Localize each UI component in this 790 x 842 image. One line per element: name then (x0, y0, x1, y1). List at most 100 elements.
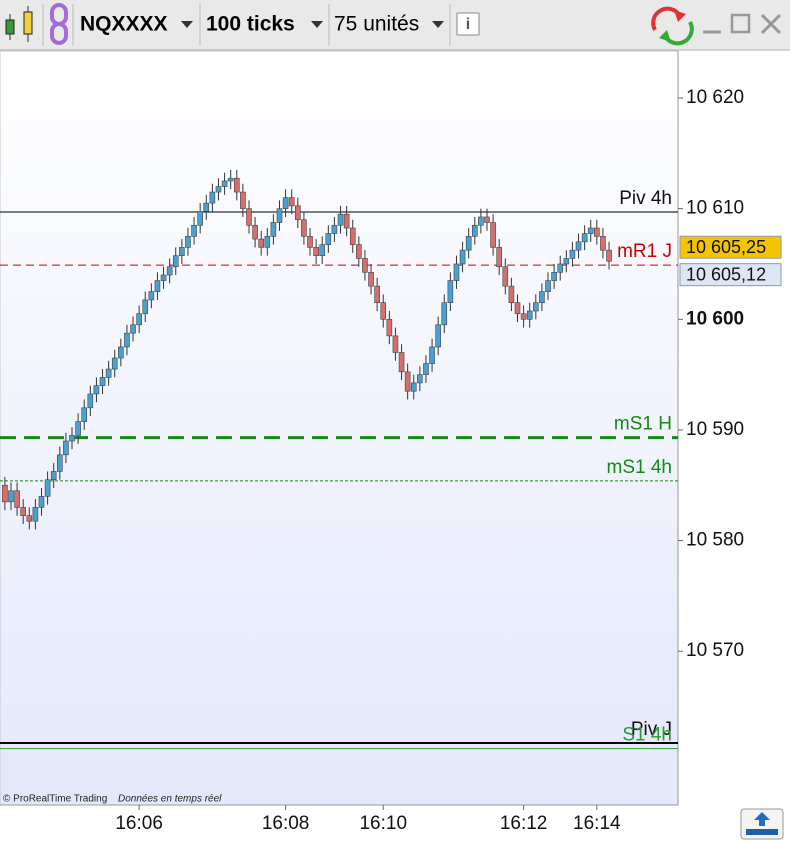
candle-body (526, 310, 533, 320)
chart-type-icon[interactable] (5, 6, 33, 42)
candle-body (307, 236, 313, 248)
candle-body (118, 346, 124, 359)
candle-body (252, 224, 258, 240)
candle-body (148, 291, 155, 301)
candle-body (93, 385, 100, 395)
candle-body (99, 377, 106, 386)
candle-body (447, 280, 454, 304)
candle-body (337, 213, 344, 226)
candle-body (301, 219, 307, 237)
candle-body (441, 302, 448, 326)
candle-body (160, 274, 167, 281)
candle-body (325, 233, 332, 245)
candle-body (185, 236, 191, 248)
candle-body (343, 213, 350, 229)
candle-body (410, 382, 417, 392)
maximize-button[interactable] (730, 13, 751, 34)
candle-body (136, 313, 142, 326)
svg-text:i: i (466, 16, 470, 33)
y-tick-label: 10 570 (686, 640, 744, 661)
level-label: Piv 4h (619, 188, 672, 209)
candle-body (362, 258, 368, 273)
candle-body (484, 216, 490, 223)
link-icon[interactable] (50, 3, 68, 45)
candle-body (398, 352, 405, 373)
copyright: © ProRealTime Trading (3, 794, 107, 805)
level-label: mS1 4h (607, 457, 672, 478)
interval[interactable]: 100 ticks (206, 13, 295, 36)
candle-body (258, 238, 264, 248)
candle-body (502, 266, 509, 287)
instrument[interactable]: NQXXXX (80, 13, 168, 36)
x-tick-label: 16:12 (500, 813, 548, 834)
candle-body (270, 222, 277, 237)
candle-body (166, 266, 173, 276)
candle-body (478, 216, 484, 226)
price-tag (679, 235, 782, 259)
status: Données en temps réel (118, 794, 222, 805)
candle-body (57, 454, 63, 472)
candle-body (533, 302, 539, 312)
plot-area (0, 50, 679, 806)
candle-body (26, 515, 33, 522)
dropdown-arrow[interactable] (311, 21, 323, 28)
candle-body (154, 280, 161, 292)
candle-body (221, 180, 228, 187)
candle-body (435, 324, 441, 348)
candle-body (142, 299, 149, 315)
info-button[interactable]: i (456, 12, 480, 36)
candle-body (349, 227, 356, 245)
candle-body (288, 197, 295, 207)
candle-body (8, 490, 14, 503)
candle-body (215, 186, 222, 193)
candle-body (356, 244, 362, 259)
candle-body (2, 484, 8, 503)
candle-body (392, 335, 399, 353)
y-tick-label: 10 580 (686, 530, 744, 551)
candle-body (490, 222, 496, 248)
candle-body (386, 318, 393, 337)
candle-body (575, 241, 582, 251)
refresh-icon[interactable] (651, 6, 694, 46)
candle-body (14, 490, 20, 508)
candle-body (374, 285, 380, 304)
candle-body (227, 177, 234, 182)
x-tick-label: 16:08 (262, 813, 310, 834)
candle-body (563, 258, 570, 265)
candle-body (44, 479, 51, 497)
y-tick-label: 10 590 (686, 419, 744, 440)
candle-body (331, 224, 338, 234)
candle-body (459, 249, 466, 265)
x-tick-label: 16:10 (359, 813, 407, 834)
candle-body (20, 507, 26, 516)
close-button[interactable] (760, 13, 782, 35)
candle-body (276, 208, 283, 223)
toolbar (0, 0, 790, 50)
candle-body (75, 421, 81, 436)
candle-body (87, 393, 94, 409)
candle-body (551, 271, 557, 281)
candle-body (557, 263, 564, 273)
dropdown-arrow[interactable] (432, 21, 444, 28)
scroll-button[interactable] (740, 808, 784, 840)
candle-body (417, 374, 423, 384)
price-tag-label: 10 605,12 (686, 264, 766, 284)
candle-body (423, 363, 429, 375)
level-label: mR1 J (617, 241, 672, 262)
candle-body (111, 357, 118, 370)
candle-body (38, 496, 45, 508)
candle-body (465, 236, 472, 251)
level-label: mS1 H (614, 414, 672, 435)
candle-body (453, 263, 460, 281)
dropdown-arrow[interactable] (181, 21, 193, 28)
x-tick-label: 16:06 (115, 813, 163, 834)
level-label: S1 4h (622, 725, 672, 746)
candle-body (594, 227, 600, 237)
units[interactable]: 75 unités (334, 13, 419, 36)
candle-body (172, 255, 179, 268)
candle-body (50, 471, 57, 481)
candle-body (508, 285, 515, 304)
candle-body (233, 177, 240, 193)
candle-body (587, 227, 594, 234)
candle-body (105, 368, 112, 378)
